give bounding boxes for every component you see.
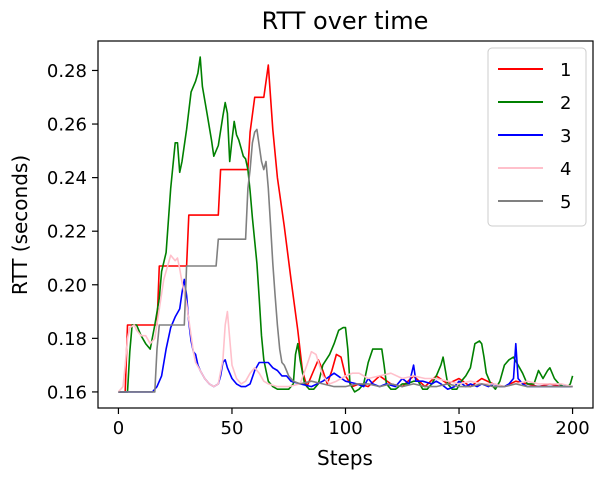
y-axis-label: RTT (seconds) [8, 155, 32, 295]
y-tick-label: 0.20 [47, 275, 87, 296]
x-tick-label: 200 [555, 418, 589, 439]
legend-label-2: 2 [560, 93, 571, 114]
series-line-5 [118, 128, 573, 393]
x-tick-label: 150 [442, 418, 476, 439]
y-tick-label: 0.18 [47, 329, 87, 350]
y-tick-label: 0.22 [47, 222, 87, 243]
legend-label-3: 3 [560, 126, 571, 147]
y-tick-label: 0.26 [47, 115, 87, 136]
legend-label-5: 5 [560, 192, 571, 213]
legend-label-1: 1 [560, 60, 571, 81]
x-tick-label: 0 [113, 418, 124, 439]
series-line-4 [117, 254, 573, 393]
y-tick-label: 0.16 [47, 382, 87, 403]
chart-title: RTT over time [262, 7, 429, 35]
series-layer [117, 56, 574, 393]
ticks-layer: 0 50 100 150 200 0.16 0.18 0.20 0.22 0.24 0.26 0.28 [47, 61, 590, 439]
y-tick-label: 0.24 [47, 168, 87, 189]
legend: 1 2 3 4 5 [487, 47, 587, 227]
legend-label-4: 4 [560, 159, 571, 180]
x-axis-label: Steps [317, 446, 373, 470]
x-tick-label: 50 [221, 418, 244, 439]
legend-box [487, 47, 587, 227]
plot-area-frame [97, 40, 594, 409]
x-tick-label: 100 [328, 418, 362, 439]
y-tick-label: 0.28 [47, 61, 87, 82]
